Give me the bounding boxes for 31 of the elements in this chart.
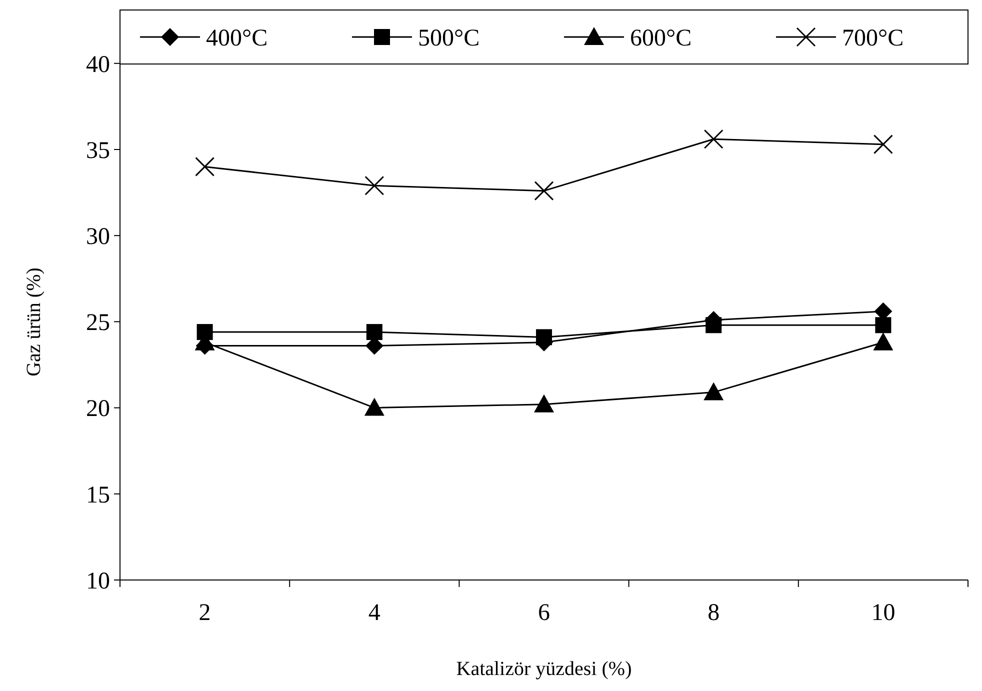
y-tick-label: 30 [86,224,110,250]
y-tick-label: 15 [86,482,110,508]
legend-label: 700°C [842,25,904,52]
y-tick-label: 35 [86,138,110,164]
x-tick-label: 6 [538,600,550,626]
point [704,129,724,149]
point [704,382,724,400]
y-tick-label: 25 [86,310,110,336]
point [873,134,893,154]
x-axis-title: Katalizör yüzdesi (%) [456,658,632,680]
x-tick-label: 2 [198,600,211,626]
x-tick-label: 10 [871,600,896,626]
point [364,176,384,196]
legend-label: 400°C [206,25,268,52]
y-tick-label: 20 [86,396,110,422]
point [364,398,384,416]
legend-label: 600°C [630,25,692,52]
point [873,332,894,350]
point [875,317,892,334]
x-tick-label: 8 [708,600,720,626]
point [534,394,554,412]
y-axis-title: Gaz ürün (%) [23,268,45,376]
point [536,329,552,346]
y-tick-label: 10 [86,568,110,594]
y-tick-label: 40 [86,52,110,78]
point [366,324,382,340]
point [195,156,215,176]
legend-label: 500°C [418,25,480,52]
point [706,317,722,334]
point [534,181,554,201]
x-tick-label: 4 [368,600,380,626]
